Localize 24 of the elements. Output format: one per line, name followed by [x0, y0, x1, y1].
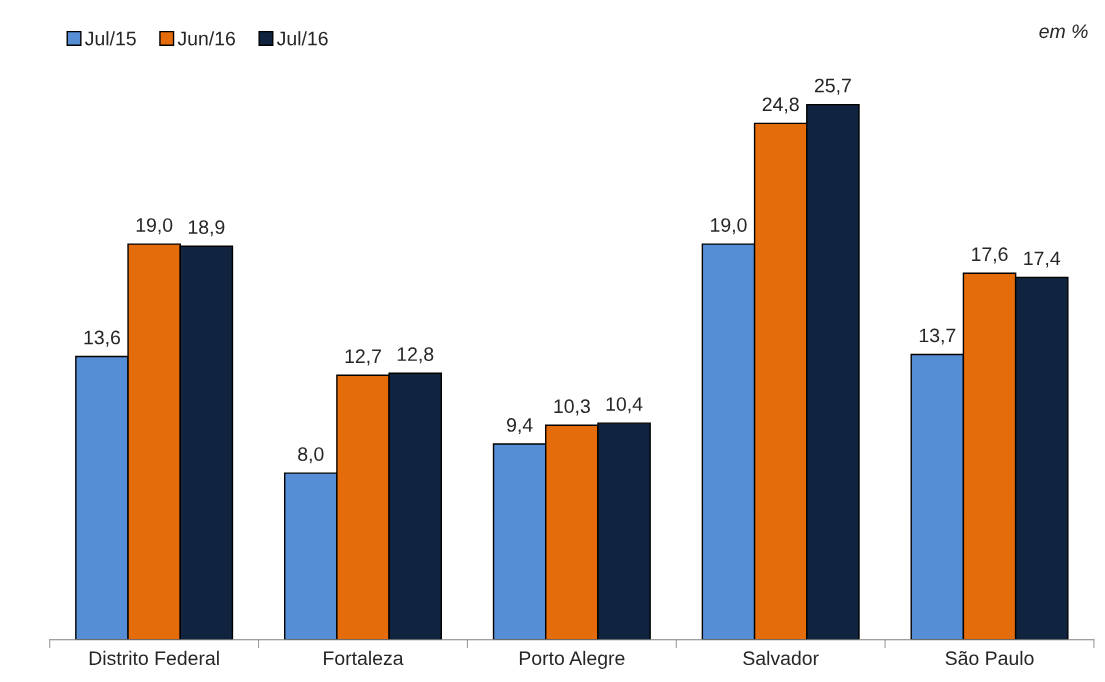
text: em % [1039, 24, 1088, 39]
data-label: 24,8 [762, 97, 799, 114]
data-label: 13,6 [84, 330, 121, 347]
data-label: 13,7 [919, 328, 956, 345]
legend-label: Jun/16 [177, 31, 235, 46]
x-tick-label: Distrito Federal [89, 650, 219, 666]
x-tick-label: Porto Alegre [519, 650, 625, 669]
x-tick-label: Salvador [743, 650, 819, 666]
legend-label: Jul/16 [276, 31, 328, 46]
data-label: 18,9 [188, 220, 225, 237]
x-tick-label: São Paulo [945, 650, 1034, 666]
data-label: 17,6 [972, 247, 1008, 264]
data-label: 25,7 [814, 78, 851, 95]
data-label: 10,3 [554, 399, 590, 416]
data-label: 12,8 [397, 347, 434, 364]
data-label: 17,4 [1024, 251, 1061, 268]
data-label: 12,7 [345, 349, 381, 366]
data-label: 10,4 [606, 397, 643, 414]
data-label: 19,0 [711, 218, 747, 235]
legend-label: Jul/15 [85, 31, 136, 46]
data-label: 8,0 [298, 447, 324, 464]
data-label: 19,0 [136, 218, 173, 235]
x-tick-label: Fortaleza [324, 650, 404, 666]
data-label: 9,4 [507, 418, 533, 435]
